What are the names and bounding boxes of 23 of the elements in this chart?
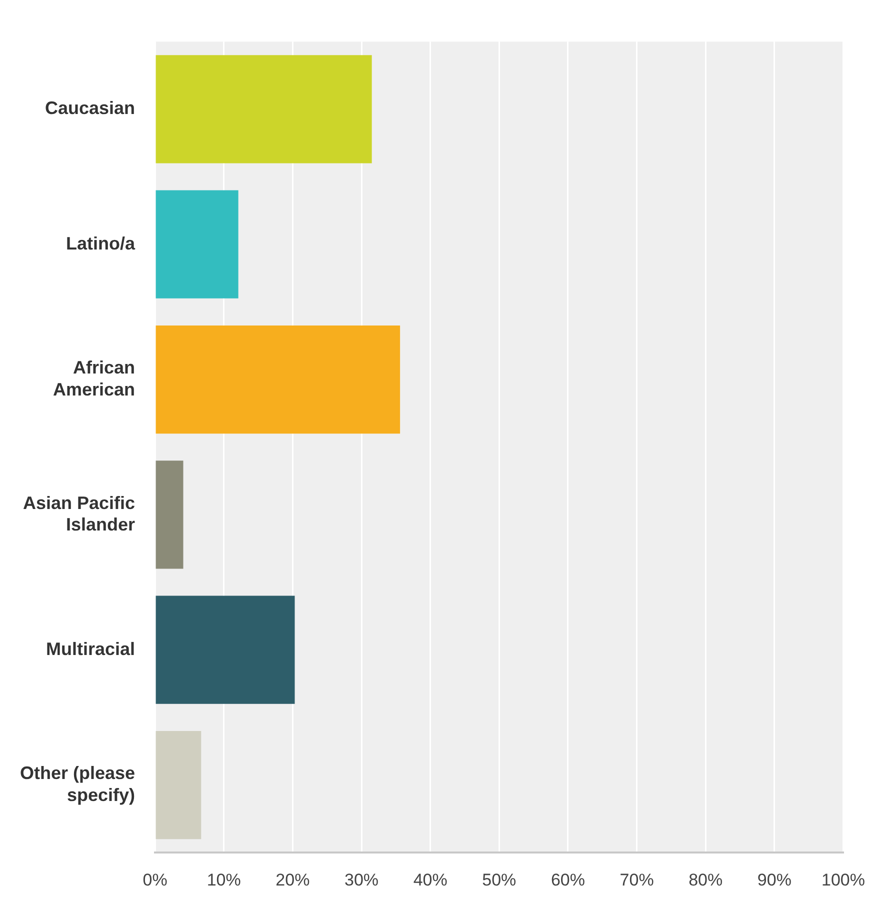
bar xyxy=(156,730,202,840)
y-tick-label: Latino/a xyxy=(66,233,136,254)
bar xyxy=(156,325,400,434)
y-tick-label: African American xyxy=(52,358,136,400)
x-tick-label: 50% xyxy=(482,870,516,890)
y-tick-label: Other (please specify) xyxy=(20,763,136,805)
y-tick-label: Caucasian xyxy=(44,98,136,118)
x-tick-label: 100% xyxy=(822,870,865,890)
y-tick-label: Asian Pacific Islander xyxy=(22,492,136,534)
x-tick-label: 60% xyxy=(550,870,585,890)
x-tick-label: 30% xyxy=(344,870,379,890)
bar xyxy=(156,460,184,569)
x-tick-label: 90% xyxy=(757,870,792,890)
x-tick-label: 10% xyxy=(206,870,241,890)
x-tick-label: 80% xyxy=(688,870,723,890)
x-tick-label: 40% xyxy=(413,870,448,890)
x-tick-label: 0% xyxy=(142,870,168,890)
bar xyxy=(156,190,238,298)
bar xyxy=(156,596,295,704)
y-tick-label: Multiracial xyxy=(46,638,136,659)
x-tick-label: 20% xyxy=(276,870,310,890)
bar xyxy=(156,55,372,164)
x-tick-label: 70% xyxy=(620,870,654,890)
